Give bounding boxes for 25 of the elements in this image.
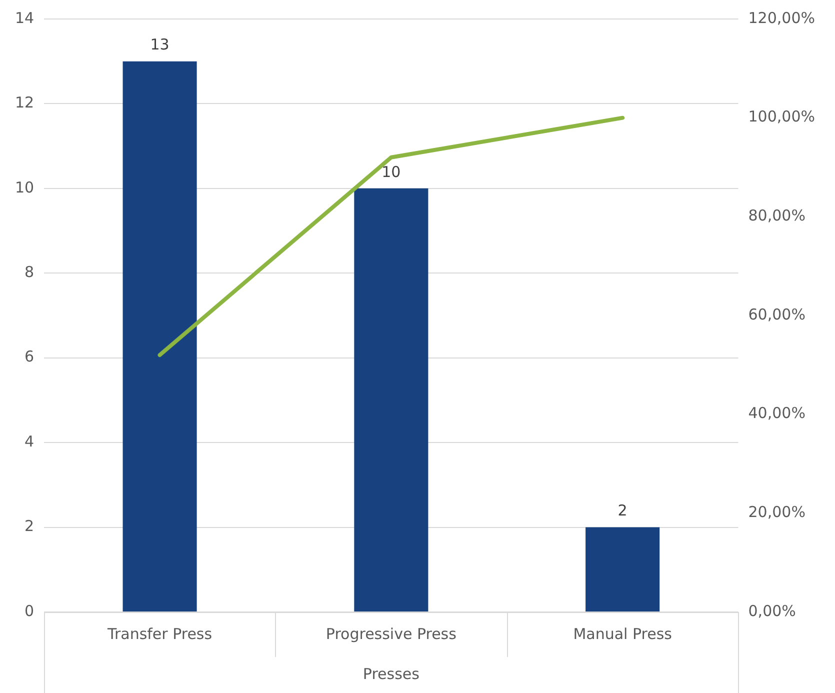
data-label: 2	[618, 502, 628, 520]
x-tick-label: Progressive Press	[326, 624, 457, 643]
x-tick-label: Transfer Press	[106, 624, 212, 643]
y2-tick-label: 100,00%	[748, 108, 816, 126]
bar	[586, 527, 660, 612]
bar	[354, 188, 428, 612]
y-tick-label: 10	[14, 178, 34, 196]
bar	[122, 61, 197, 612]
y2-tick-label: 80,00%	[748, 206, 806, 225]
y-tick-label: 0	[24, 602, 34, 620]
y-tick-label: 4	[24, 432, 34, 450]
data-label: 13	[150, 36, 170, 54]
y-tick-label: 8	[24, 263, 34, 282]
y2-tick-label: 120,00%	[748, 8, 816, 27]
data-label: 10	[382, 162, 401, 181]
y2-tick-label: 40,00%	[748, 404, 806, 422]
y-tick-label: 6	[24, 348, 34, 366]
y-tick-label: 14	[14, 8, 34, 27]
y-tick-label: 12	[14, 94, 34, 112]
x-tick-label: Manual Press	[573, 624, 672, 643]
y2-tick-label: 60,00%	[748, 305, 806, 324]
y2-tick-label: 20,00%	[748, 503, 806, 522]
x-axis-title: Presses	[362, 664, 420, 683]
y-tick-label: 2	[24, 517, 34, 536]
y2-tick-label: 0,00%	[748, 602, 796, 620]
